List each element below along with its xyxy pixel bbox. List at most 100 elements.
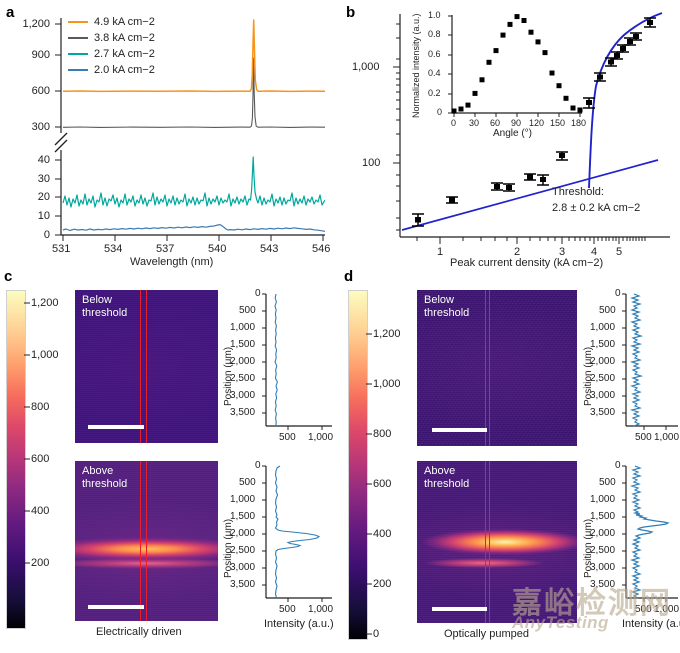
panel-c-above-ytick-2500: 2,500	[230, 545, 256, 556]
panel-c-colorbar-ticks	[24, 302, 30, 564]
panel-d-profile-xlabel: Intensity (a.u.)	[622, 618, 680, 630]
legend-label-27: 2.7 kA cm−2	[94, 48, 155, 60]
caption-line-2: threshold	[82, 306, 128, 319]
panel-c-below-ytick-3500: 3,500	[230, 407, 256, 418]
panel-c-above-ytick-3000: 3,000	[230, 562, 256, 573]
threshold-annotation-line1: Threshold:	[552, 186, 604, 198]
panel-b-ytick-100: 100	[362, 157, 381, 169]
panel-b-ytick-1000: 1,000	[352, 61, 380, 73]
panel-c-below-ytick-2500: 2,500	[230, 373, 256, 384]
red-marker-line	[146, 290, 148, 443]
inset-ytick-10: 1.0	[428, 10, 441, 20]
panel-d-below-ytick-3500: 3,500	[590, 407, 616, 418]
caption-line-1: Above	[82, 465, 114, 477]
legend-item: 4.9 kA cm−2	[68, 14, 155, 30]
panel-d-below-ytick-500: 500	[599, 305, 616, 316]
panel-c-above-threshold-image: Above threshold	[75, 461, 218, 621]
legend-item: 3.8 kA cm−2	[68, 30, 155, 46]
panel-c-above-caption: Above threshold	[82, 465, 127, 491]
panel-c-below-ytick-3000: 3,000	[230, 390, 256, 401]
panel-d-profile-below: Position (μm) 0 500 1,000 1,500	[582, 286, 680, 456]
inset-xtick-120: 120	[529, 118, 545, 128]
panel-c-below-ytick-2000: 2,000	[230, 356, 256, 367]
panel-d-caption: Optically pumped	[444, 628, 529, 640]
legend-item: 2.7 kA cm−2	[68, 46, 155, 62]
panel-d-below-ytick-3000: 3,000	[590, 390, 616, 401]
panel-d-above-ytick-1000: 1,000	[590, 494, 616, 505]
scale-bar	[88, 605, 144, 609]
caption-line-1: Below	[424, 294, 454, 306]
panel-b: b Integrated intensity (a.u.)	[340, 0, 680, 269]
inset-ytick-0: 0	[437, 107, 443, 117]
red-marker-line	[146, 461, 148, 621]
panel-c-cb-600: 600	[31, 453, 50, 465]
panel-a-label: a	[6, 4, 15, 21]
panel-d-cb-200: 200	[373, 578, 392, 590]
panel-d-below-threshold-image: Below threshold	[417, 290, 577, 446]
inset-xtick-30: 30	[469, 118, 480, 128]
panel-d-below-xtick-500: 500	[635, 432, 652, 443]
panel-c-below-ytick-1000: 1,000	[230, 322, 256, 333]
panel-c-above-xtick-1000: 1,000	[308, 604, 334, 615]
scale-bar	[88, 425, 144, 429]
legend-swatch-20	[68, 68, 88, 72]
panel-a-xtick-534: 534	[104, 243, 123, 255]
panel-a-ytick-10: 10	[37, 210, 50, 222]
red-marker-line	[485, 461, 487, 623]
panel-c-cb-200: 200	[31, 557, 50, 569]
panel-d-above-ytick-2500: 2,500	[590, 545, 616, 556]
panel-d-profile-above-plot	[622, 465, 678, 602]
panel-d-label: d	[344, 268, 354, 285]
panel-a-ytick-600: 600	[31, 85, 50, 97]
panel-b-inset: Normalized intensity (a.u.)	[410, 10, 590, 139]
panel-c-below-xtick-1000: 1,000	[308, 432, 334, 443]
panel-d-above-xtick-500: 500	[635, 604, 652, 615]
panel-c-profile-below-plot	[262, 293, 332, 430]
panel-d-cb-1200: 1,200	[373, 328, 401, 340]
panel-b-xtick-4: 4	[591, 246, 598, 258]
panel-d-profile-below-plot	[622, 293, 678, 430]
panel-d-above-xtick-1000: 1,000	[654, 604, 680, 615]
panel-c-above-ytick-0: 0	[255, 460, 261, 471]
panel-d-cb-800: 800	[373, 428, 392, 440]
scale-bar	[432, 607, 487, 611]
panel-d-below-caption: Below threshold	[424, 294, 469, 320]
caption-line-1: Above	[424, 465, 456, 477]
legend-swatch-27	[68, 52, 88, 56]
panel-c-below-threshold-image: Below threshold	[75, 290, 218, 443]
red-marker-line	[489, 290, 491, 446]
panel-b-xlabel: Peak current density (kA cm−2)	[450, 257, 604, 269]
panel-c-profile-above-plot	[262, 465, 332, 602]
panel-a-ytick-30: 30	[37, 173, 50, 185]
panel-a-ytick-900: 900	[31, 49, 50, 61]
threshold-annotation-line2: 2.8 ± 0.2 kA cm−2	[552, 202, 641, 214]
panel-b-xtick-3: 3	[559, 246, 566, 258]
panel-a-ytick-20: 20	[37, 191, 50, 203]
panel-c-below-ytick-0: 0	[255, 288, 261, 299]
panel-d-above-ytick-500: 500	[599, 477, 616, 488]
panel-c-above-ytick-500: 500	[239, 477, 256, 488]
caption-line-2: threshold	[82, 477, 128, 490]
caption-line-1: Below	[82, 294, 112, 306]
panel-c-above-xtick-500: 500	[279, 604, 296, 615]
panel-c-profile-above: Position (μm) 0 500 1,000 1,500	[222, 458, 340, 643]
panel-c-above-ytick-2000: 2,000	[230, 528, 256, 539]
caption-line-2: threshold	[424, 477, 470, 490]
panel-c: c 1,200 1,000 800 600 400 200 Below thre…	[0, 268, 340, 653]
panel-c-below-caption: Below threshold	[82, 294, 127, 320]
inset-ytick-08: 0.8	[428, 29, 441, 39]
legend-label-49: 4.9 kA cm−2	[94, 16, 155, 28]
panel-d-colorbar	[348, 290, 368, 640]
inset-ytick-02: 0.2	[428, 88, 441, 98]
panel-a-ytick-40: 40	[37, 154, 50, 166]
panel-c-above-ytick-1500: 1,500	[230, 511, 256, 522]
panel-a-xtick-537: 537	[156, 243, 175, 255]
scale-bar	[432, 428, 487, 432]
panel-b-xtick-2: 2	[514, 246, 521, 258]
panel-d-below-ytick-2000: 2,000	[590, 356, 616, 367]
red-marker-line	[485, 290, 487, 446]
panel-d-above-threshold-image: Above threshold	[417, 461, 577, 623]
panel-a-xlabel: Wavelength (nm)	[130, 256, 214, 268]
inset-xtick-0: 0	[451, 118, 457, 128]
red-marker-line	[489, 461, 491, 623]
